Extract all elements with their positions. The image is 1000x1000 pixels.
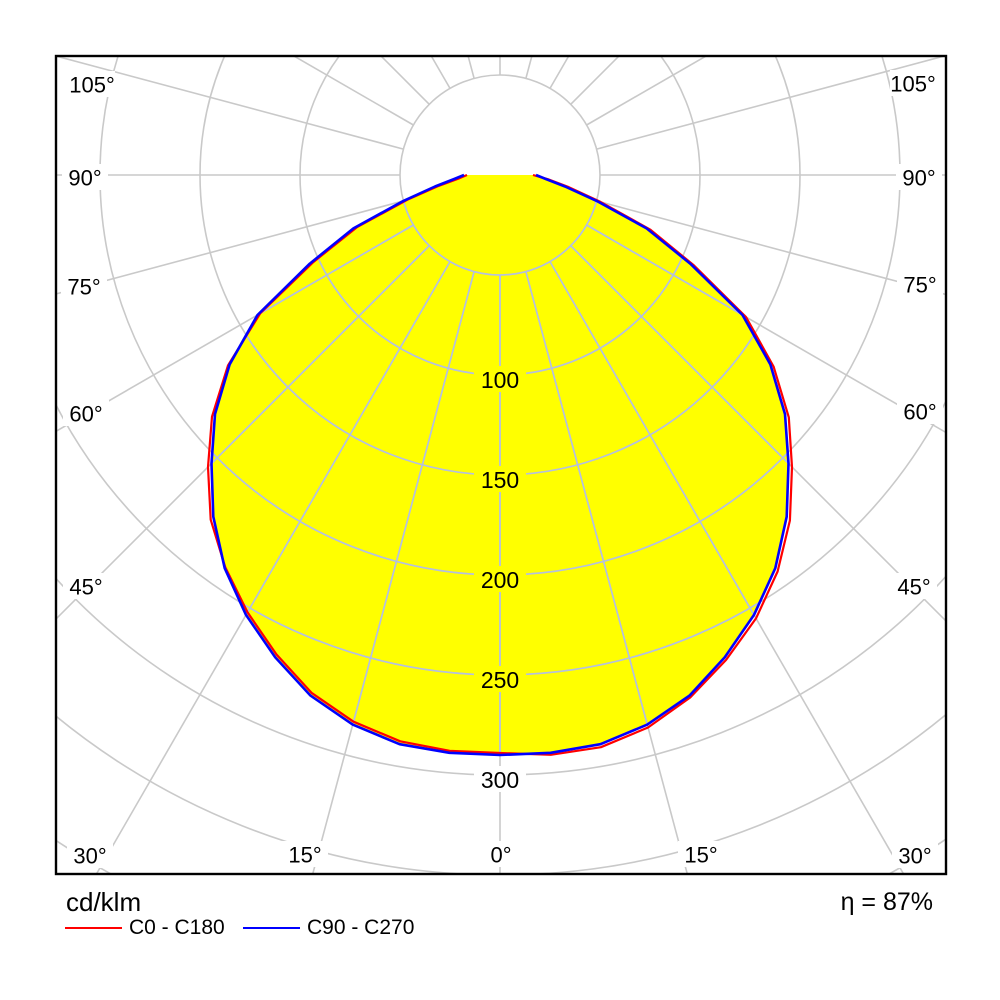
curve-c90-c270 [210, 173, 790, 757]
angle-label-bg [896, 164, 942, 190]
grid-ray [56, 56, 404, 150]
angle-label-text: 45° [897, 575, 930, 600]
legend-label-c0-c180: C0 - C180 [129, 916, 225, 939]
angle-label: 90° [62, 164, 108, 191]
angle-label: 45° [63, 573, 109, 600]
angle-label-text: 60° [903, 400, 936, 425]
angle-label: 90° [896, 164, 942, 191]
radial-label: 200 [474, 566, 526, 593]
angle-label-bg [67, 842, 113, 868]
angle-label-bg [63, 573, 109, 599]
legend-item-c90-c270: C90 - C270 [243, 916, 414, 940]
angle-label-bg [282, 841, 328, 867]
grid-ray [211, 261, 451, 755]
grid-ray [525, 271, 734, 755]
angle-label: 105° [890, 70, 936, 97]
grid-ray [211, 224, 414, 626]
angle-label: 30° [892, 842, 938, 869]
grid-ray [0, 0, 403, 149]
radial-label-text: 200 [481, 567, 519, 593]
unit-label: cd/klm [66, 887, 142, 917]
angle-label-bg [61, 273, 107, 299]
radial-label-bg [474, 766, 526, 792]
plot-frame [54, 54, 948, 876]
angle-label: 105° [69, 71, 115, 98]
grid-ray [526, 0, 733, 78]
grid-ray [596, 56, 946, 150]
angle-label-text: 90° [902, 166, 935, 191]
radial-label-text: 300 [481, 767, 519, 793]
grid-ray [0, 0, 429, 104]
grid-ray [56, 200, 404, 295]
angle-label: 15° [678, 841, 724, 868]
angle-label-text: 15° [684, 843, 717, 868]
angle-label: 30° [67, 842, 113, 869]
radial-label-text: 150 [481, 467, 519, 493]
radial-label: 100 [474, 366, 526, 393]
angle-label-text: 45° [69, 575, 102, 600]
angle-label-bg [897, 398, 943, 424]
angle-label: 60° [63, 400, 109, 427]
angle-label-text: 30° [898, 844, 931, 869]
radial-label: 300 [474, 766, 526, 793]
legend-line-c90-c270-icon [243, 926, 300, 930]
grid-ray [587, 0, 1000, 125]
legend-label-c90-c270: C90 - C270 [307, 916, 415, 939]
grid-ray [549, 261, 789, 755]
angle-label: 0° [478, 841, 524, 868]
legend-line-c0-c180-icon [65, 926, 122, 930]
grid-ray [266, 271, 475, 755]
angle-label-bg [892, 842, 938, 868]
grid-ray [0, 0, 413, 125]
angle-label-bg [891, 573, 937, 599]
angle-label-bg [63, 400, 109, 426]
angle-label-text: 105° [890, 72, 936, 97]
radial-label-bg [474, 366, 526, 392]
radial-label: 150 [474, 466, 526, 493]
angle-label-text: 90° [68, 166, 101, 191]
angle-label: 45° [891, 573, 937, 600]
grid-ray [586, 56, 708, 126]
grid-ray [596, 200, 946, 296]
angle-label-text: 30° [73, 844, 106, 869]
efficiency-label: η = 87% [840, 888, 933, 916]
radial-label-bg [474, 666, 526, 692]
radial-label-text: 250 [481, 667, 519, 693]
grid-ray [467, 56, 475, 79]
angle-label-bg [62, 164, 108, 190]
angle-label: 75° [897, 271, 943, 298]
grid-ray [211, 245, 430, 755]
angle-label-bg [478, 841, 524, 867]
angle-label: 60° [897, 398, 943, 425]
grid-ray [267, 0, 474, 78]
radial-label-bg [474, 566, 526, 592]
angle-label-text: 0° [490, 843, 511, 868]
angle-label-bg [69, 71, 115, 97]
radial-label: 250 [474, 666, 526, 693]
grid-ray [570, 245, 789, 755]
angle-label-bg [890, 70, 936, 96]
radial-label-bg [474, 466, 526, 492]
angle-label: 75° [61, 273, 107, 300]
grid-ray [597, 0, 1000, 149]
grid-ray [586, 224, 789, 626]
grid-ray [292, 56, 414, 126]
grid-ray [525, 56, 533, 79]
grid-ray [379, 56, 430, 105]
angle-label: 15° [282, 841, 328, 868]
radial-label-text: 100 [481, 367, 519, 393]
angle-label-text: 15° [288, 843, 321, 868]
angle-label-text: 75° [67, 275, 100, 300]
angle-label-text: 75° [903, 273, 936, 298]
angle-label-text: 60° [69, 402, 102, 427]
angle-label-text: 105° [69, 73, 115, 98]
angle-label-bg [897, 271, 943, 297]
legend-item-c0-c180: C0 - C180 [65, 916, 225, 940]
angle-label-bg [678, 841, 724, 867]
